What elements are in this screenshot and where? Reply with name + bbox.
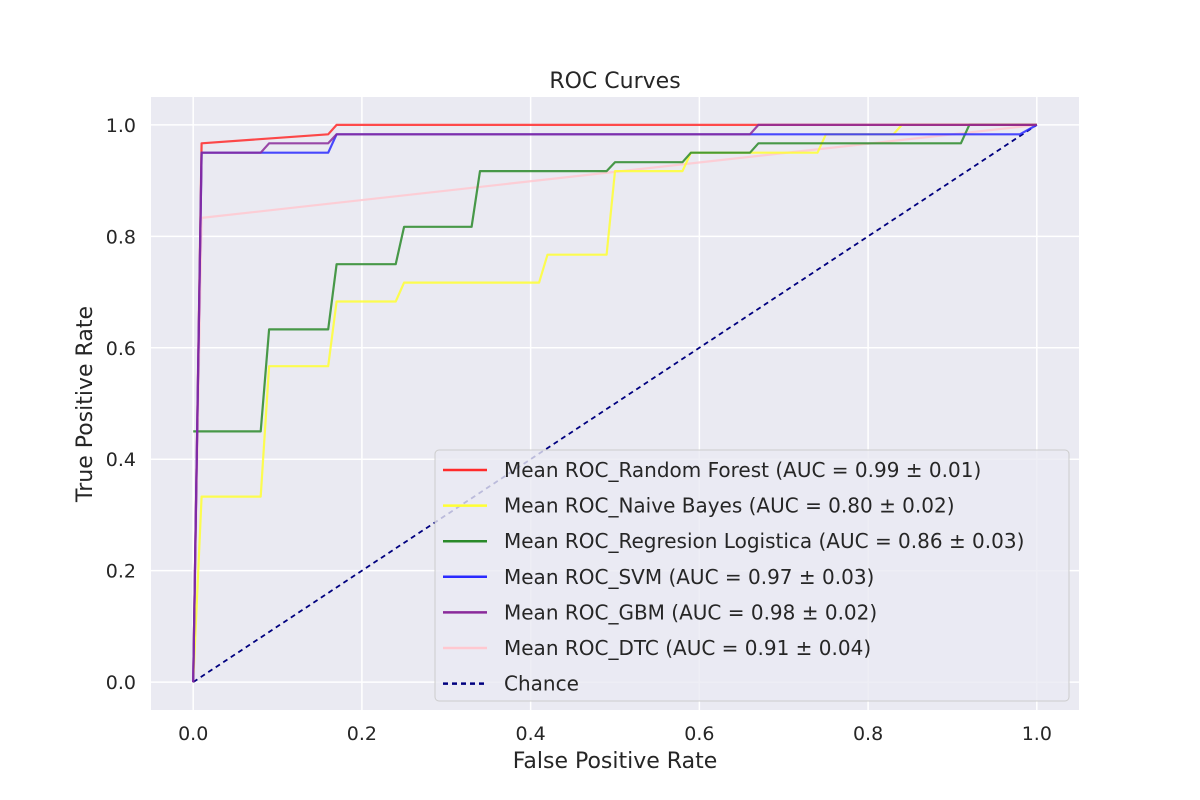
y-tick-label: 1.0	[106, 115, 136, 137]
x-tick-label: 0.6	[684, 723, 714, 745]
y-axis-label: True Positive Rate	[73, 306, 98, 503]
y-tick-label: 0.8	[106, 226, 136, 248]
y-tick-label: 0.2	[106, 561, 136, 583]
chart-title: ROC Curves	[549, 69, 680, 94]
legend-box	[434, 449, 1070, 702]
x-tick-label: 1.0	[1022, 723, 1052, 745]
legend-label: Mean ROC_Random Forest (AUC = 0.99 ± 0.0…	[504, 458, 981, 482]
y-tick-label: 0.6	[106, 338, 136, 360]
y-tick-label: 0.4	[106, 449, 136, 471]
grid-lines	[151, 97, 1079, 710]
series-line-2	[193, 123, 1037, 433]
series-line-6	[192, 124, 1038, 683]
legend-label: Mean ROC_Naive Bayes (AUC = 0.80 ± 0.02)	[504, 494, 955, 518]
legend-label: Mean ROC_GBM (AUC = 0.98 ± 0.02)	[504, 600, 877, 624]
y-tick-labels: 0.0 0.2 0.4 0.6 0.8 1.0	[106, 115, 136, 694]
series-lines	[192, 123, 1038, 683]
legend: Mean ROC_Random Forest (AUC = 0.99 ± 0.0…	[434, 449, 1070, 702]
legend-label: Chance	[504, 672, 579, 696]
legend-label: Mean ROC_DTC (AUC = 0.91 ± 0.04)	[504, 636, 871, 660]
x-tick-labels: 0.0 0.2 0.4 0.6 0.8 1.0	[178, 723, 1052, 745]
legend-label: Mean ROC_Regresion Logistica (AUC = 0.86…	[504, 529, 1024, 553]
legend-label: Mean ROC_SVM (AUC = 0.97 ± 0.03)	[504, 565, 874, 589]
x-tick-label: 0.0	[178, 723, 208, 745]
series-line-4	[192, 123, 1037, 683]
x-tick-label: 0.2	[347, 723, 377, 745]
x-tick-label: 0.8	[853, 723, 883, 745]
x-axis-label: False Positive Rate	[513, 749, 717, 774]
x-tick-label: 0.4	[516, 723, 546, 745]
y-tick-label: 0.0	[106, 672, 136, 694]
